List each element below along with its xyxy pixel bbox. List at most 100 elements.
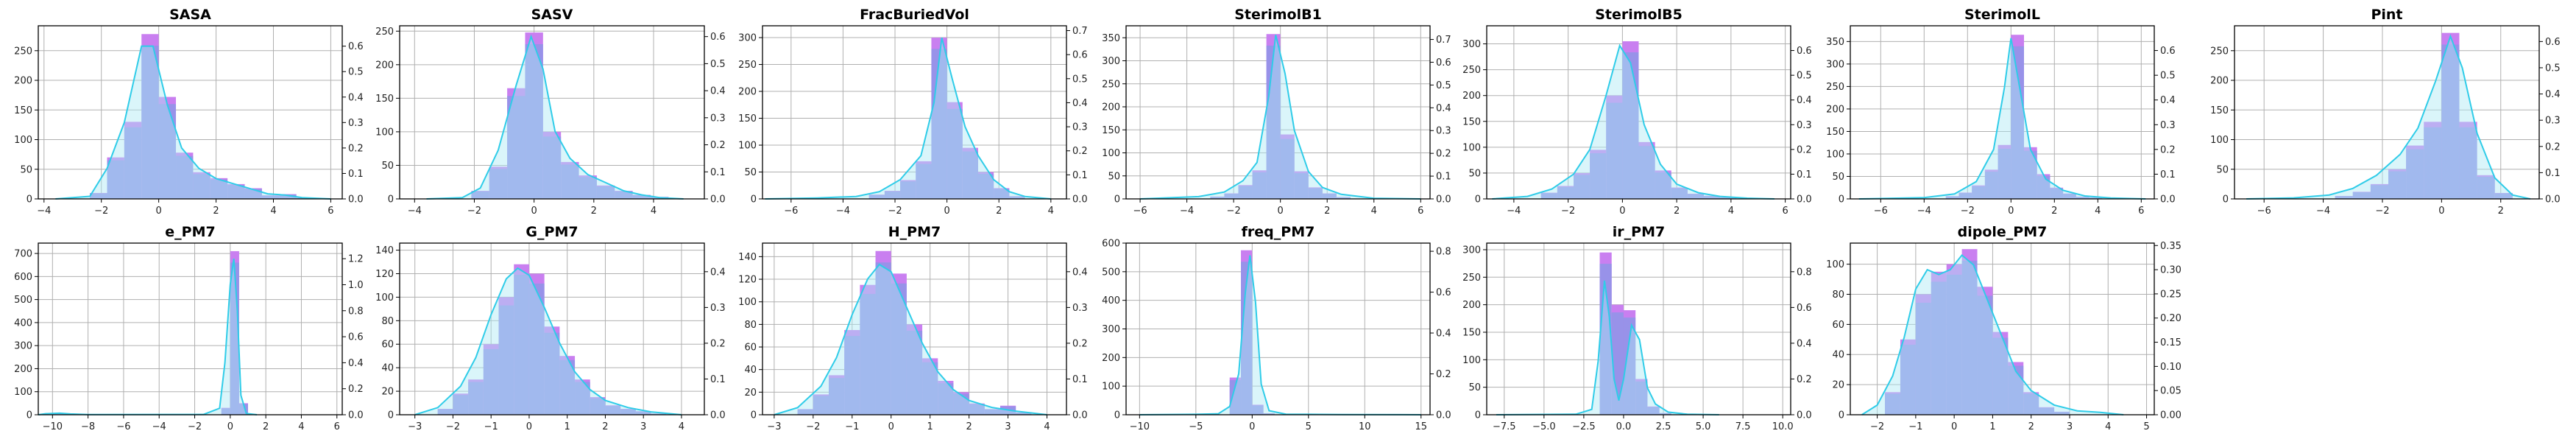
histogram-overlay-bar xyxy=(620,409,636,415)
y2-tick-label: 0.0 xyxy=(1072,410,1088,421)
histogram-overlay-bar xyxy=(528,283,545,415)
y-tick-label: 140 xyxy=(375,245,394,256)
y2-tick-label: 0.3 xyxy=(710,113,726,124)
y2-tick-label: 0.2 xyxy=(348,384,364,395)
x-tick-label: 0 xyxy=(531,206,537,217)
y-tick-label: 400 xyxy=(14,318,32,329)
x-tick-label: −4 xyxy=(1507,206,1521,217)
y2-tick-label: 0.6 xyxy=(2160,46,2176,57)
x-tick-label: −10 xyxy=(1130,421,1150,432)
histogram-overlay-bar xyxy=(2023,393,2039,415)
y2-tick-label: 1.0 xyxy=(348,280,364,291)
y-tick-label: 60 xyxy=(381,340,394,351)
histogram-overlay-bar xyxy=(953,393,969,415)
plot-frame xyxy=(1850,242,2155,415)
histogram-overlay-bar xyxy=(453,395,469,415)
kde-area xyxy=(38,259,258,415)
y-tick-label: 0 xyxy=(388,410,394,421)
x-tick-label: −3 xyxy=(408,421,422,432)
y2-tick-label: 0.00 xyxy=(2160,410,2182,421)
kde-area xyxy=(414,268,682,415)
y-tick-label: 40 xyxy=(744,365,757,376)
panel-title: SASA xyxy=(169,7,211,23)
y-tick-label: 150 xyxy=(1102,125,1120,136)
x-tick-label: 2 xyxy=(996,206,1002,217)
histogram-overlay-bar xyxy=(1659,413,1671,415)
histogram-overlay-bar xyxy=(605,406,621,415)
y2-tick-label: 0.0 xyxy=(348,194,364,206)
histogram-overlay-bar xyxy=(525,43,543,199)
kde-line xyxy=(1861,253,2124,415)
y2-tick-label: 0.4 xyxy=(1436,103,1451,114)
x-tick-label: −2 xyxy=(467,206,481,217)
y2-tick-label: 0.4 xyxy=(1797,95,1812,106)
x-tick-label: 4 xyxy=(2105,421,2111,432)
x-tick-label: 3 xyxy=(1005,421,1011,432)
x-tick-label: −5 xyxy=(1189,421,1203,432)
histogram-overlay-bar xyxy=(2388,171,2407,199)
x-tick-label: −2.5 xyxy=(1572,421,1596,432)
x-tick-label: 4 xyxy=(1728,206,1734,217)
y2-tick-label: 0.10 xyxy=(2160,362,2182,373)
histogram-overlay-bar xyxy=(1622,52,1639,200)
histogram-overlay-bar xyxy=(1322,194,1337,199)
chart-panel-h-pm7: −3 −2 −1 0 1 2 3 40204060801001201400.00.10.20.… xyxy=(738,224,1088,432)
x-tick-label: −4 xyxy=(1917,206,1931,217)
histogram-overlay-bar xyxy=(1557,186,1574,199)
x-tick-label: 6 xyxy=(328,206,333,217)
plot-frame xyxy=(1486,242,1791,415)
histogram-overlay-bar xyxy=(544,332,560,415)
panel-title: Pint xyxy=(2371,7,2402,23)
x-tick-label: −4 xyxy=(408,206,422,217)
x-tick-label: −3 xyxy=(767,421,781,432)
y2-tick-label: 0.6 xyxy=(1436,57,1451,69)
histogram-overlay-bar xyxy=(2424,127,2442,199)
x-tick-label: −2 xyxy=(1561,206,1575,217)
x-tick-label: 4 xyxy=(2095,206,2101,217)
x-tick-label: 7.5 xyxy=(1735,421,1751,432)
y-tick-label: 100 xyxy=(738,141,757,152)
y-tick-label: 250 xyxy=(1102,79,1120,90)
x-tick-label: 3 xyxy=(640,421,646,432)
y2-tick-label: 0.2 xyxy=(2545,141,2561,152)
y2-tick-label: 0.5 xyxy=(2545,63,2561,74)
y-tick-label: 100 xyxy=(1826,149,1844,160)
y-tick-label: 20 xyxy=(744,387,757,399)
histogram-overlay-bar xyxy=(632,194,651,199)
y2-tick-label: 0.1 xyxy=(1797,169,1812,180)
panel-title: SASV xyxy=(531,7,573,23)
histogram-overlay-bar xyxy=(107,160,124,199)
y-tick-label: 100 xyxy=(375,292,394,304)
histogram-overlay-bar xyxy=(1294,173,1309,199)
y-tick-label: 150 xyxy=(1462,116,1481,127)
y-tick-label: 150 xyxy=(14,105,32,116)
histogram-overlay-bar xyxy=(1280,138,1295,199)
y2-tick-label: 0.0 xyxy=(1797,410,1812,421)
y-tick-label: 250 xyxy=(1462,273,1481,284)
x-tick-label: 2 xyxy=(1674,206,1680,217)
x-tick-label: 15 xyxy=(1415,421,1427,432)
y-tick-label: 100 xyxy=(2210,135,2229,146)
x-tick-label: 0 xyxy=(2008,206,2014,217)
histogram-overlay-bar xyxy=(1946,274,1962,415)
histogram-overlay-bar xyxy=(489,169,508,199)
x-tick-label: −1 xyxy=(484,421,498,432)
y-tick-label: 0 xyxy=(1839,194,1844,206)
x-tick-label: 3 xyxy=(2067,421,2073,432)
x-tick-label: −2 xyxy=(1870,421,1884,432)
histogram-overlay-bar xyxy=(916,164,932,199)
histogram-overlay-bar xyxy=(176,155,194,199)
y2-tick-label: 0.35 xyxy=(2160,241,2182,252)
y-tick-label: 80 xyxy=(744,320,757,331)
histogram-overlay-bar xyxy=(1687,194,1704,199)
chart-panel-ir-pm7: −7.5 −5.0 −2.5 0.0 2.5 5.0 7.5 10.0 0 50 100 150 200… xyxy=(1462,224,1812,432)
kde-area xyxy=(55,46,331,199)
y2-tick-label: 0.1 xyxy=(1072,374,1088,385)
x-tick-label: −2 xyxy=(1227,206,1241,217)
histogram-overlay-bar xyxy=(1655,172,1671,199)
panel-title: e_PM7 xyxy=(165,224,215,240)
x-tick-label: 4 xyxy=(679,421,684,432)
histogram-overlay-bar xyxy=(2352,192,2371,199)
x-tick-label: 1 xyxy=(927,421,933,432)
chart-panel-dipole-pm7: −2 −1 0 1 2 3 4 5 0 20 40 60 80 100 0.00 0.05 0.10 0.15 0.… xyxy=(1826,224,2182,432)
